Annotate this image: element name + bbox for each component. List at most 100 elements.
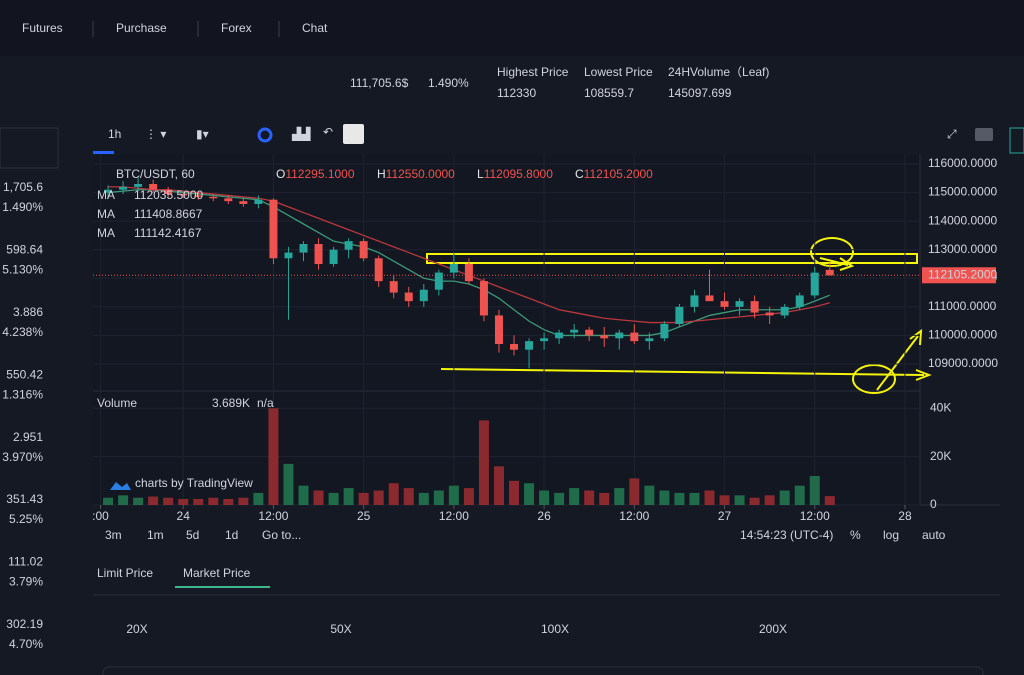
- volume-bar: [343, 488, 354, 505]
- nav-item[interactable]: Forex: [221, 21, 252, 35]
- candle-body: [494, 315, 503, 344]
- nav-item[interactable]: Purchase: [116, 21, 167, 35]
- indicator-icon[interactable]: ▟▟: [291, 126, 311, 141]
- scale-option[interactable]: %: [850, 528, 861, 542]
- candle-body: [645, 338, 654, 342]
- clock: 14:54:23 (UTC-4): [740, 528, 833, 542]
- x-tick-label: 25: [357, 509, 371, 523]
- candle-body: [194, 195, 203, 197]
- branding[interactable]: charts by TradingView: [135, 476, 253, 490]
- volume-bar: [599, 492, 610, 505]
- ma-name: MA: [97, 188, 115, 202]
- candle-body: [419, 289, 428, 302]
- arrow-head: [909, 328, 923, 346]
- candle-icon[interactable]: ▮▾: [196, 127, 209, 141]
- market-price[interactable]: 550.42: [6, 367, 43, 381]
- interval[interactable]: 1h: [108, 127, 121, 141]
- volume-bar: [569, 488, 580, 505]
- candle-body: [404, 292, 413, 302]
- order-tab[interactable]: Market Price: [183, 566, 251, 580]
- market-price[interactable]: 351.43: [6, 492, 43, 506]
- candle-body: [570, 329, 579, 333]
- volume-bar: [193, 498, 204, 505]
- candle-body: [795, 295, 804, 307]
- leverage-option[interactable]: 20X: [126, 622, 147, 636]
- y-tick-label: 113000.0000: [928, 242, 998, 256]
- symbol: BTC/USDT, 60: [116, 167, 195, 181]
- volume-bar: [554, 492, 565, 505]
- circle-mark: [852, 364, 896, 394]
- market-change: 5.130%: [2, 263, 43, 277]
- candle-body: [374, 258, 383, 282]
- volume-bar: [689, 492, 700, 505]
- volume-bar: [509, 480, 520, 505]
- camera-icon[interactable]: [975, 128, 993, 141]
- scale-option[interactable]: auto: [922, 528, 946, 542]
- market-price[interactable]: 3.886: [13, 305, 43, 319]
- y-tick-label: 109000.0000: [928, 356, 998, 370]
- leverage-option[interactable]: 50X: [330, 622, 351, 636]
- volume-bar: [704, 490, 715, 505]
- candle-body: [344, 241, 353, 250]
- ma-name: MA: [97, 226, 115, 240]
- volume-bar: [614, 488, 625, 505]
- candle-body: [810, 272, 819, 296]
- nav-item[interactable]: Futures: [22, 21, 63, 35]
- market-price[interactable]: 2.951: [13, 430, 43, 444]
- ohlc-value: 112095.8000: [484, 167, 554, 181]
- leverage-option[interactable]: 100X: [541, 622, 569, 636]
- volume-bar: [463, 488, 474, 505]
- candle-body: [479, 281, 488, 316]
- candle-body: [329, 249, 338, 264]
- volume-bar: [253, 492, 264, 505]
- volume-bar: [478, 420, 489, 505]
- market-price[interactable]: 598.64: [6, 243, 43, 257]
- y-tick-label: 111000.0000: [928, 299, 997, 313]
- volume-bar: [779, 490, 790, 505]
- stat-label: Lowest Price: [584, 65, 653, 79]
- volume-bar: [809, 475, 820, 505]
- fullscreen-icon[interactable]: ⤢: [946, 127, 957, 141]
- candle-body: [119, 186, 128, 190]
- input-box[interactable]: [102, 666, 984, 675]
- stat-value: 112330: [497, 86, 536, 100]
- ohlc-label: H: [377, 167, 386, 181]
- candle-body: [585, 329, 594, 336]
- annotations: [426, 237, 932, 394]
- range-button[interactable]: 5d: [186, 528, 199, 542]
- candle-body: [449, 264, 458, 273]
- volume-label: Volume: [97, 396, 137, 410]
- undo-icon[interactable]: ↶: [323, 125, 333, 139]
- volume-bar: [448, 485, 459, 505]
- arrow-head: [915, 369, 932, 381]
- market-price[interactable]: 302.19: [6, 617, 43, 631]
- nav-item[interactable]: Chat: [302, 21, 328, 35]
- range-button[interactable]: 1m: [147, 528, 164, 542]
- market-price[interactable]: 111.02: [8, 555, 43, 569]
- volume-bar: [283, 463, 294, 505]
- order-tab[interactable]: Limit Price: [97, 566, 153, 580]
- menu-icon[interactable]: ⋮ ▾: [145, 127, 166, 141]
- volume-bar: [493, 466, 504, 505]
- leverage-option[interactable]: 200X: [759, 622, 787, 636]
- market-change: 4.70%: [9, 637, 43, 651]
- range-button[interactable]: 3m: [105, 528, 122, 542]
- settings-icon[interactable]: [257, 127, 273, 143]
- candle-body: [314, 244, 323, 264]
- candle-body: [660, 324, 669, 339]
- range-button[interactable]: Go to...: [262, 528, 301, 542]
- candle-body: [209, 196, 218, 199]
- edge-button[interactable]: [1009, 127, 1024, 154]
- y-tick-label: 116000.0000: [928, 156, 998, 170]
- ohlc-value: 112105.2000: [584, 167, 654, 181]
- candle-body: [239, 201, 248, 204]
- scale-option[interactable]: log: [883, 528, 899, 542]
- volume-bar: [629, 478, 640, 505]
- market-price[interactable]: 1,705.6: [3, 180, 43, 194]
- arrow: [819, 257, 849, 266]
- redo-icon[interactable]: [343, 124, 364, 144]
- candle-body: [780, 306, 789, 316]
- range-button[interactable]: 1d: [225, 528, 238, 542]
- candle-body: [164, 189, 173, 194]
